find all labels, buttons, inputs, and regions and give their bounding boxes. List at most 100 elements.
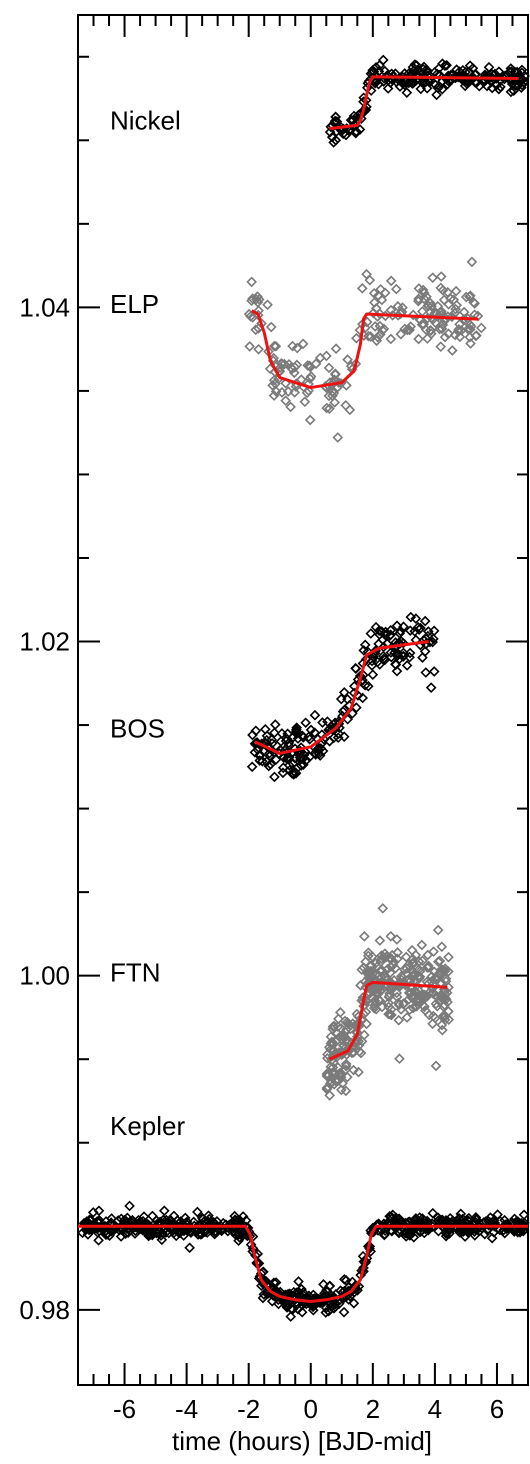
- model-curve: [328, 980, 448, 1061]
- data-point: [373, 625, 385, 637]
- data-point: [351, 332, 362, 344]
- data-point: [115, 1213, 127, 1225]
- data-point: [363, 969, 374, 980]
- data-point: [332, 432, 344, 443]
- data-point: [286, 363, 298, 375]
- data-point: [283, 759, 295, 771]
- x-tick-label: 2: [366, 1394, 380, 1424]
- data-point: [327, 1050, 339, 1062]
- data-point: [434, 955, 446, 967]
- x-tick-label: -2: [237, 1394, 260, 1424]
- data-point: [409, 1219, 420, 1231]
- y-tick-label: 1.00: [19, 961, 70, 991]
- data-point: [342, 354, 353, 365]
- data-point: [279, 358, 290, 370]
- data-point: [419, 615, 431, 627]
- data-point: [423, 962, 434, 973]
- data-point: [361, 268, 372, 280]
- data-point: [385, 953, 396, 965]
- data-point: [295, 760, 307, 771]
- data-point: [296, 1288, 308, 1300]
- data-point: [249, 746, 261, 758]
- data-point: [285, 401, 296, 413]
- data-point: [433, 1215, 444, 1226]
- data-point: [440, 993, 452, 1005]
- data-point: [310, 358, 322, 370]
- data-point: [427, 987, 439, 998]
- data-point: [244, 341, 256, 352]
- data-point: [467, 62, 479, 74]
- data-point: [342, 1071, 353, 1083]
- data-point: [428, 946, 439, 957]
- data-point: [425, 682, 437, 693]
- x-tick-label: -4: [175, 1394, 198, 1424]
- data-point: [418, 293, 430, 305]
- data-point: [518, 1209, 530, 1221]
- data-point: [331, 116, 343, 127]
- data-point: [364, 1241, 376, 1252]
- data-point: [340, 400, 352, 411]
- data-point: [437, 1024, 448, 1036]
- data-point: [254, 755, 266, 766]
- data-point: [420, 76, 432, 88]
- data-point: [302, 360, 314, 371]
- data-point: [446, 345, 458, 356]
- data-point: [150, 1226, 162, 1238]
- data-point: [337, 1077, 348, 1089]
- data-point: [265, 759, 276, 770]
- data-point: [430, 973, 441, 985]
- data-point: [379, 654, 391, 666]
- data-point: [457, 71, 468, 83]
- data-point: [394, 1053, 405, 1065]
- data-point: [417, 1213, 428, 1224]
- data-point: [234, 1215, 246, 1226]
- data-point: [329, 1075, 341, 1087]
- data-point: [413, 333, 424, 345]
- data-point: [298, 759, 309, 771]
- data-point: [268, 390, 280, 401]
- data-point: [443, 1005, 454, 1017]
- series-label: BOS: [110, 713, 165, 743]
- data-point: [452, 325, 464, 337]
- data-point: [401, 87, 413, 99]
- data-point: [356, 964, 368, 975]
- data-point: [236, 1218, 248, 1230]
- data-point: [413, 996, 425, 1007]
- data-point: [321, 350, 332, 362]
- data-point: [287, 340, 298, 352]
- data-point: [383, 74, 394, 86]
- data-point: [363, 947, 374, 958]
- data-point: [297, 338, 309, 350]
- data-point: [417, 284, 429, 296]
- data-point: [362, 950, 374, 962]
- data-point: [355, 980, 366, 991]
- data-point: [334, 1031, 346, 1042]
- data-point: [453, 1212, 465, 1224]
- data-point: [423, 1009, 435, 1021]
- data-point: [439, 331, 451, 343]
- data-point: [122, 1212, 133, 1224]
- data-point: [425, 325, 437, 336]
- data-point: [324, 1280, 336, 1292]
- data-point: [365, 966, 376, 977]
- series-label: Kepler: [110, 1111, 185, 1141]
- data-point: [396, 77, 408, 89]
- data-point: [370, 302, 382, 314]
- data-point: [418, 318, 429, 330]
- data-point: [385, 624, 397, 636]
- data-point: [385, 930, 397, 942]
- data-point: [413, 295, 424, 307]
- data-point: [373, 78, 384, 90]
- data-point: [426, 971, 438, 982]
- data-point: [466, 256, 478, 268]
- data-point: [289, 387, 300, 398]
- data-point: [517, 1225, 529, 1237]
- data-point: [299, 396, 311, 408]
- data-point: [268, 374, 280, 386]
- data-point: [282, 386, 294, 397]
- data-point: [436, 964, 447, 975]
- data-point: [428, 633, 439, 645]
- data-point: [347, 1018, 359, 1029]
- data-point: [356, 113, 367, 124]
- y-tick-label: 1.04: [19, 292, 70, 322]
